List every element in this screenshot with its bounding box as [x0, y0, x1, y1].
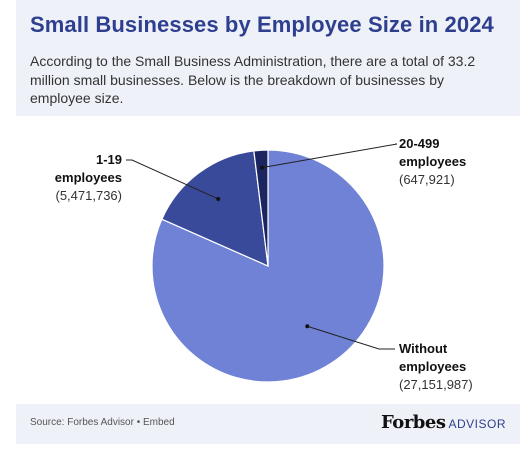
slice-label-2-line-1: employees [399, 154, 466, 169]
slice-label-2-line-0: 20-499 [399, 136, 439, 151]
slice-value-0: (27,151,987) [399, 377, 473, 392]
slice-value-1: (5,471,736) [56, 188, 123, 203]
callout-line-2 [261, 143, 398, 169]
slice-label-0-line-0: Without [399, 341, 448, 356]
brand-name: Forbes [381, 412, 446, 433]
chart-subtitle: According to the Small Business Administ… [30, 53, 476, 106]
source-text[interactable]: Source: Forbes Advisor • Embed [30, 417, 175, 428]
callout-dot-0 [305, 324, 310, 329]
slice-value-2: (647,921) [399, 172, 455, 187]
pie-slice-1 [161, 150, 269, 267]
brand-sub: ADVISOR [448, 417, 506, 431]
forbes-advisor-logo[interactable]: Forbes ADVISOR [381, 412, 506, 433]
callout-line-1 [126, 159, 219, 200]
callout-dot-1 [216, 196, 221, 201]
footer: Source: Forbes Advisor • Embed Forbes ADV… [16, 404, 520, 444]
slice-label-1-line-1: employees [55, 170, 122, 185]
pie-chart-svg: Without employees (27,151,987) 1-19 employee… [55, 136, 473, 392]
callout-line-0 [307, 325, 395, 350]
slice-label-1-line-0: 1-19 [96, 152, 122, 167]
chart-card: Small Businesses by Employee Size in 202… [16, 0, 520, 456]
callout-dot-2 [259, 165, 264, 170]
header: Small Businesses by Employee Size in 202… [16, 0, 520, 116]
pie-chart: Without employees (27,151,987) 1-19 employee… [16, 116, 520, 404]
chart-title: Small Businesses by Employee Size in 202… [30, 12, 494, 37]
pie-slice-2 [253, 149, 269, 267]
slice-label-0-line-1: employees [399, 359, 466, 374]
